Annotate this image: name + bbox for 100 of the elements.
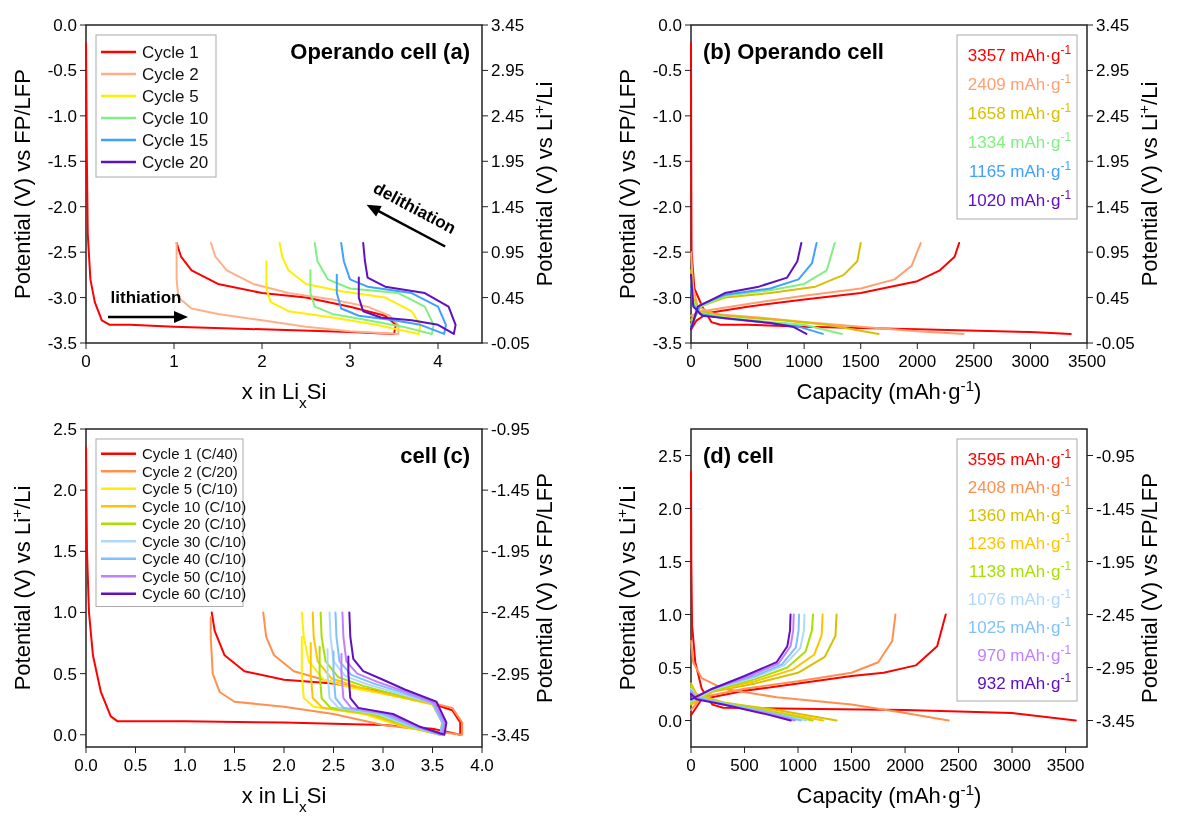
text: (d) cell — [703, 443, 774, 468]
x-tick-label: 3.5 — [420, 756, 445, 775]
y2-tick-label: 0.95 — [1096, 243, 1130, 263]
x-tick-label: 1000 — [785, 352, 824, 371]
x-tick-label: 3 — [345, 352, 355, 371]
y2-tick-label: 1.45 — [491, 197, 525, 217]
y-tick-label: 1.5 — [658, 552, 682, 572]
y-tick-label: 2.5 — [658, 446, 682, 466]
x-tick-label: 0 — [686, 352, 696, 371]
y2-tick-label: -0.05 — [1096, 334, 1135, 353]
y2-tick-label: 2.45 — [1096, 106, 1130, 126]
y-tick-label: -1.0 — [652, 106, 682, 126]
y-tick-label: 1.0 — [53, 603, 77, 623]
y2-tick-label: -3.45 — [491, 725, 530, 745]
y-tick-label: -2.5 — [47, 243, 77, 263]
legend-label: Cycle 30 (C/10) — [142, 532, 247, 550]
y2-tick-label: -2.45 — [1096, 605, 1135, 625]
text: 2408 mAh·g$^{-1}$ — [967, 474, 1072, 497]
x-tick-label: 2.0 — [272, 756, 296, 775]
y2-tick-label: 1.95 — [491, 152, 525, 172]
x-axis-title: Capacity (mAh·g$^{-1}$) — [796, 376, 982, 404]
y-tick-label: -3.5 — [47, 334, 77, 353]
y2-tick-label: 3.45 — [1096, 16, 1130, 35]
y2-tick-label: 0.45 — [1096, 288, 1130, 308]
y2-tick-label: -1.95 — [1096, 552, 1135, 572]
x-tick-label: 1.0 — [173, 756, 197, 775]
y-tick-label: -2.0 — [47, 197, 77, 217]
y2-axis-title: Potential (V) vs FP/LFP — [532, 473, 557, 703]
y2-tick-label: -0.95 — [1096, 446, 1135, 466]
y2-tick-label: -0.05 — [491, 334, 530, 353]
y-tick-label: -2.5 — [652, 243, 682, 263]
x-tick-label: 1500 — [832, 756, 871, 775]
y-tick-label: 0.0 — [658, 16, 682, 35]
text: 1020 mAh·g$^{-1}$ — [967, 188, 1072, 211]
text: Operando cell (a) — [290, 39, 470, 64]
x-tick-label: 2 — [257, 352, 267, 371]
text: 1236 mAh·g$^{-1}$ — [967, 530, 1072, 553]
x-tick-label: 2000 — [886, 756, 924, 775]
y-tick-label: -3.5 — [652, 334, 682, 353]
y2-tick-label: -1.45 — [1096, 499, 1135, 519]
annotation: lithiation — [110, 288, 182, 307]
y2-tick-label: -1.95 — [491, 542, 530, 562]
text: 3595 mAh·g$^{-1}$ — [967, 446, 1072, 469]
y2-tick-label: -0.95 — [491, 420, 530, 439]
y-axis-title: Potential (V) vs FP/LFP — [10, 69, 35, 299]
y2-axis-title: Potential (V) vs FP/LFP — [1137, 473, 1162, 703]
legend-label: Cycle 1 — [142, 42, 199, 62]
text: 1360 mAh·g$^{-1}$ — [967, 502, 1072, 525]
y2-tick-label: 2.95 — [1096, 61, 1130, 81]
y2-tick-label: 0.45 — [491, 288, 525, 308]
x-tick-label: 1500 — [841, 352, 880, 371]
text: 1138 mAh·g$^{-1}$ — [969, 558, 1072, 581]
legend-label: Cycle 2 (C/20) — [142, 462, 238, 480]
text: 970 mAh·g$^{-1}$ — [977, 642, 1072, 665]
y2-tick-label: 0.95 — [491, 243, 525, 263]
x-tick-label: 2500 — [939, 756, 978, 775]
x-tick-label: 1.5 — [222, 756, 247, 775]
y-tick-label: -1.5 — [652, 152, 682, 172]
y-tick-label: 2.0 — [53, 481, 77, 501]
legend-label: Cycle 5 — [142, 86, 199, 106]
x-tick-label: 2000 — [898, 352, 937, 371]
y-tick-label: -0.5 — [47, 61, 77, 81]
text: 3357 mAh·g$^{-1}$ — [967, 43, 1072, 66]
y-tick-label: 1.5 — [53, 542, 77, 562]
y-tick-label: 1.0 — [658, 605, 682, 625]
y-tick-label: 0.5 — [658, 658, 682, 678]
x-tick-label: 4.0 — [470, 756, 494, 775]
x-tick-label: 500 — [730, 756, 759, 775]
legend-label: Cycle 10 — [142, 108, 209, 128]
x-axis-title: Capacity (mAh·g$^{-1}$) — [796, 780, 982, 808]
text: 1076 mAh·g$^{-1}$ — [967, 586, 1072, 609]
y-tick-label: 0.5 — [53, 664, 77, 684]
y2-tick-label: -1.45 — [491, 481, 530, 501]
x-tick-label: 3.0 — [371, 756, 395, 775]
legend-label: Cycle 5 (C/10) — [142, 480, 238, 497]
legend-label: Cycle 60 (C/10) — [142, 585, 247, 602]
x-axis-title: x in Li$_{x}$Si — [241, 379, 327, 411]
legend-label: Cycle 15 — [142, 130, 209, 150]
y2-tick-label: 1.45 — [1096, 197, 1130, 217]
legend-label: Cycle 20 (C/10) — [142, 515, 247, 532]
y-tick-label: -3.0 — [47, 288, 77, 308]
y2-tick-label: 1.95 — [1096, 152, 1130, 172]
x-tick-label: 4 — [433, 352, 443, 371]
y-tick-label: -0.5 — [652, 61, 682, 81]
legend-label: Cycle 40 (C/10) — [142, 550, 247, 567]
y-tick-label: 0.0 — [53, 16, 77, 35]
text: 932 mAh·g$^{-1}$ — [977, 670, 1072, 693]
x-tick-label: 500 — [733, 352, 762, 371]
text: 1658 mAh·g$^{-1}$ — [967, 101, 1072, 124]
y-tick-label: 0.0 — [658, 711, 682, 731]
y-tick-label: 2.5 — [53, 420, 77, 439]
y2-tick-label: -2.95 — [491, 664, 530, 684]
text: 2409 mAh·g$^{-1}$ — [967, 72, 1072, 95]
legend-label: Cycle 2 — [142, 64, 199, 84]
x-tick-label: 0.0 — [74, 756, 98, 775]
x-tick-label: 0 — [81, 352, 91, 371]
y-axis-title: Potential (V) vs FP/LFP — [615, 69, 640, 299]
y-tick-label: 0.0 — [53, 725, 77, 745]
text: cell (c) — [400, 443, 470, 468]
x-tick-label: 3000 — [1011, 352, 1050, 371]
